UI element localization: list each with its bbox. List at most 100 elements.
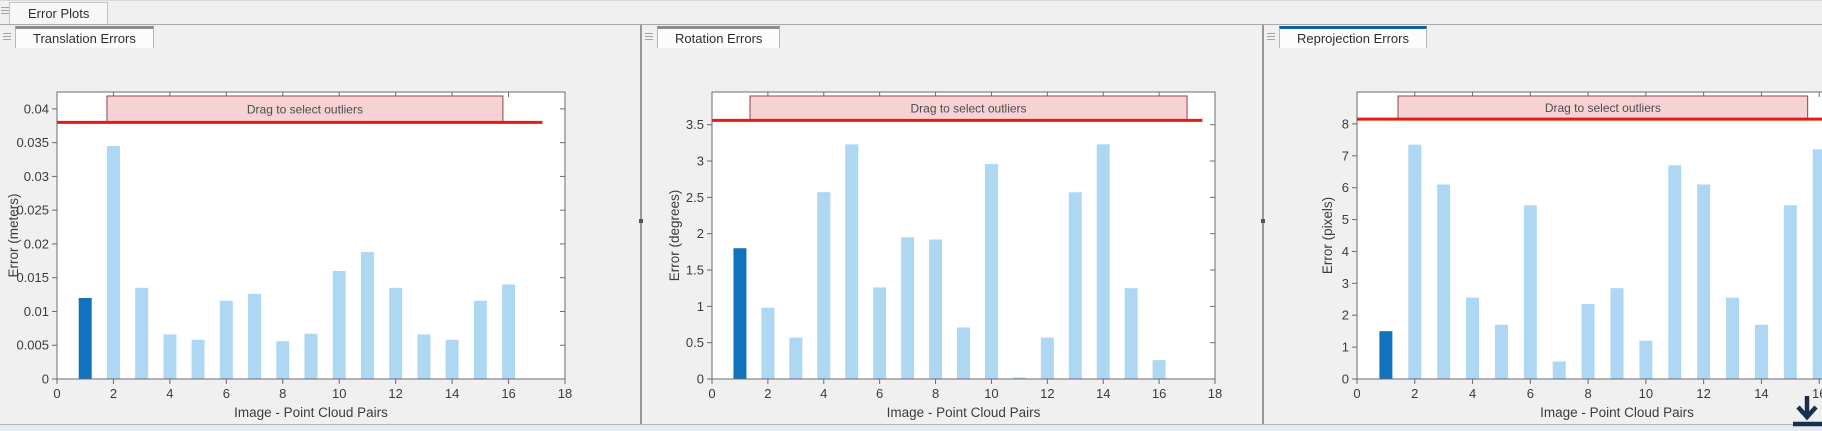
bar[interactable] [1494,324,1508,379]
bar[interactable] [1668,165,1682,379]
y-tick-label: 0 [697,372,704,387]
x-tick-label: 4 [820,386,827,401]
bar[interactable] [901,237,915,379]
bar[interactable] [360,252,374,379]
bar-selected[interactable] [1379,331,1393,379]
bar[interactable] [1783,205,1797,379]
bar[interactable] [817,192,831,379]
bar[interactable] [219,300,233,379]
tab-error-plots[interactable]: Error Plots [9,2,109,24]
x-tick-label: 12 [1040,386,1054,401]
bar[interactable] [873,287,887,379]
x-tick-label: 0 [708,386,715,401]
y-tick-label: 0.005 [16,338,49,353]
x-tick-label: 4 [166,386,173,401]
outlier-selection-banner[interactable] [106,95,504,123]
reprojection-errors-chart: 024681012141618012345678Image - Point Cl… [1320,91,1822,420]
bar[interactable] [1152,360,1166,379]
outlier-selection-banner[interactable] [749,95,1188,121]
x-axis-label: Image - Point Cloud Pairs [887,405,1041,420]
axes-box [56,91,566,380]
bar[interactable] [276,341,290,379]
bar[interactable] [1124,288,1138,379]
y-tick-label: 0 [42,372,49,387]
bar-selected[interactable] [78,297,92,379]
x-tick-label: 0 [1353,386,1360,401]
bar[interactable] [761,307,775,379]
x-tick-label: 16 [1152,386,1166,401]
bar[interactable] [957,327,970,379]
bar[interactable] [1581,304,1595,379]
bar[interactable] [1812,149,1822,379]
bar[interactable] [929,239,943,379]
y-tick-label: 1 [1342,340,1349,355]
drag-grip-icon[interactable] [645,33,653,40]
drag-grip-icon[interactable] [1,7,9,14]
bar[interactable] [789,337,803,379]
panel-tab-bar: Rotation Errors [642,25,1262,48]
bar[interactable] [1754,324,1768,379]
bar[interactable] [135,287,149,379]
bar[interactable] [191,339,205,379]
bar[interactable] [473,300,487,379]
tab-translation-errors[interactable]: Translation Errors [15,25,154,48]
drag-grip-icon[interactable] [3,33,11,40]
bar[interactable] [1096,144,1110,379]
x-tick-label: 14 [1096,386,1110,401]
banner-label: Drag to select outliers [247,103,363,117]
x-axis-label: Image - Point Cloud Pairs [234,405,388,420]
x-tick-label: 8 [1584,386,1591,401]
bar[interactable] [1040,337,1054,379]
bar[interactable] [502,284,516,379]
panel-splitter[interactable] [1261,25,1265,425]
bar[interactable] [106,146,120,379]
x-tick-label: 18 [1208,386,1222,401]
axes-box [1356,91,1822,380]
y-tick-label: 6 [1342,180,1349,195]
bar[interactable] [1012,377,1026,379]
splitter-handle[interactable] [1261,219,1265,223]
banner-label: Drag to select outliers [1545,101,1661,115]
bar[interactable] [1408,144,1422,379]
bar[interactable] [304,333,318,379]
bar[interactable] [248,293,262,379]
bar[interactable] [389,287,403,379]
bar[interactable] [445,339,459,379]
y-tick-label: 0.015 [16,270,49,285]
translation-errors-chart: 0 2 4 6 8 10 12 14 16 18 0 0.005 0.01 0.015 0.02 0.025 0… [6,91,572,420]
x-tick-label: 2 [110,386,117,401]
bar[interactable] [845,144,859,379]
panel-splitter[interactable] [639,25,643,425]
bar-selected[interactable] [733,248,747,379]
tab-rotation-errors[interactable]: Rotation Errors [657,25,781,48]
tab-reprojection-errors[interactable]: Reprojection Errors [1279,25,1427,48]
y-tick-label: 8 [1342,116,1349,131]
panel-container: Translation Errors 0 2 4 6 8 10 12 14 16 18 0 0.005… [0,25,1822,425]
window-bottom-edge [0,424,1822,431]
bar[interactable] [1068,192,1082,379]
drag-grip-icon[interactable] [1267,33,1275,40]
y-tick-label: 0.02 [24,236,49,251]
x-tick-label: 2 [764,386,771,401]
bar[interactable] [984,163,998,379]
x-tick-label: 6 [223,386,230,401]
x-tick-label: 12 [388,386,402,401]
bar[interactable] [1552,361,1566,379]
bar[interactable] [1697,184,1711,379]
bar[interactable] [1610,288,1624,379]
x-tick-label: 8 [932,386,939,401]
splitter-handle[interactable] [639,219,643,223]
bar[interactable] [1437,184,1451,379]
panel-translation-errors: Translation Errors 0 2 4 6 8 10 12 14 16 18 0 0.005… [0,25,640,425]
x-tick-label: 0 [53,386,60,401]
bar[interactable] [417,334,431,379]
bar[interactable] [1466,297,1480,379]
bar[interactable] [332,270,346,379]
download-arrow-icon[interactable] [1786,394,1822,430]
bar[interactable] [1726,297,1740,379]
rotation-errors-chart: 0 2 4 6 8 10 12 14 16 18 0 0.5 1 1.5 2 2.5 3 3.5 Image - P… [667,91,1222,420]
bar[interactable] [1639,340,1653,379]
bar[interactable] [163,334,177,379]
y-tick-label: 5 [1342,212,1349,227]
bar[interactable] [1523,205,1537,379]
